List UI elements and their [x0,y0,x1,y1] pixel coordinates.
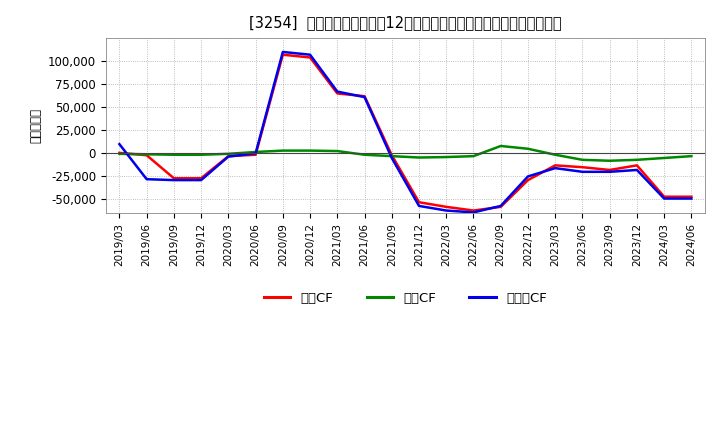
投賃CF [660,155,668,161]
Line: 投賃CF: 投賃CF [120,146,691,161]
Line: フリーCF: フリーCF [120,52,691,213]
営業CF [143,153,151,158]
フリーCF [143,176,151,182]
フリーCF [578,169,587,174]
投賃CF [496,143,505,149]
フリーCF [442,208,451,213]
投賃CF [687,154,696,159]
フリーCF [197,177,205,183]
フリーCF [279,49,287,55]
フリーCF [496,203,505,209]
営業CF [279,52,287,57]
営業CF [633,163,642,168]
営業CF [551,163,559,168]
営業CF [469,208,478,213]
Y-axis label: （百万円）: （百万円） [30,108,42,143]
営業CF [496,204,505,209]
フリーCF [224,154,233,159]
フリーCF [306,52,315,57]
フリーCF [333,89,341,94]
フリーCF [415,203,423,209]
投賃CF [224,151,233,157]
投賃CF [333,148,341,154]
投賃CF [251,149,260,154]
フリーCF [387,155,396,161]
フリーCF [660,196,668,201]
投賃CF [551,152,559,158]
投賃CF [606,158,614,163]
投賃CF [360,152,369,158]
フリーCF [633,167,642,172]
営業CF [415,200,423,205]
投賃CF [469,154,478,159]
営業CF [306,55,315,60]
フリーCF [523,174,532,179]
Legend: 営業CF, 投賃CF, フリーCF: 営業CF, 投賃CF, フリーCF [258,286,552,310]
投賃CF [387,154,396,159]
投賃CF [415,155,423,160]
営業CF [578,165,587,170]
営業CF [170,176,179,181]
投賃CF [442,154,451,160]
フリーCF [551,165,559,171]
Line: 営業CF: 営業CF [120,55,691,210]
営業CF [333,91,341,96]
フリーCF [606,169,614,174]
投賃CF [279,148,287,153]
投賃CF [523,146,532,151]
Title: [3254]  キャッシュフローの12か月移動合計の対前年同期増減額の推移: [3254] キャッシュフローの12か月移動合計の対前年同期増減額の推移 [249,15,562,30]
営業CF [115,150,124,156]
フリーCF [360,95,369,100]
投賃CF [578,157,587,162]
営業CF [687,194,696,199]
営業CF [660,194,668,199]
営業CF [606,167,614,172]
営業CF [251,152,260,158]
投賃CF [306,148,315,153]
フリーCF [251,151,260,156]
営業CF [442,204,451,209]
営業CF [224,154,233,159]
フリーCF [469,210,478,215]
営業CF [387,153,396,158]
投賃CF [170,152,179,158]
投賃CF [197,152,205,158]
営業CF [360,94,369,99]
フリーCF [687,196,696,201]
フリーCF [170,177,179,183]
投賃CF [115,151,124,157]
フリーCF [115,142,124,147]
営業CF [523,177,532,183]
営業CF [197,176,205,181]
投賃CF [633,157,642,162]
投賃CF [143,152,151,157]
